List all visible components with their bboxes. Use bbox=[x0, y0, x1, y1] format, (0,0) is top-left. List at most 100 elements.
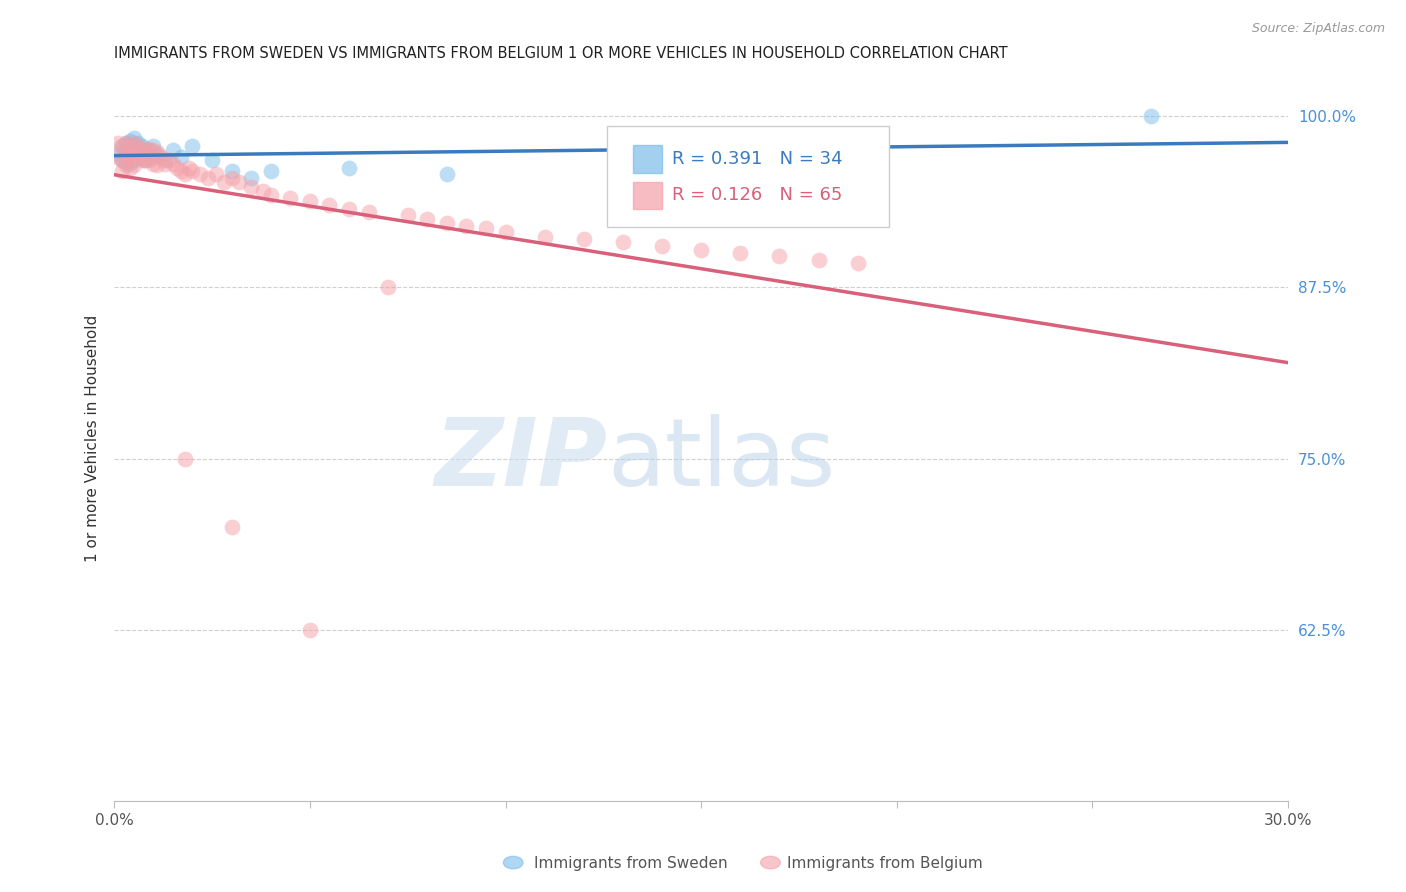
Point bbox=[111, 153, 134, 167]
Point bbox=[416, 211, 439, 226]
Point bbox=[221, 163, 243, 178]
Point bbox=[240, 170, 263, 185]
Point bbox=[205, 167, 228, 181]
Point bbox=[118, 150, 141, 164]
Text: Immigrants from Belgium: Immigrants from Belgium bbox=[787, 856, 983, 871]
Y-axis label: 1 or more Vehicles in Household: 1 or more Vehicles in Household bbox=[86, 314, 100, 562]
Point bbox=[122, 131, 145, 145]
Point bbox=[122, 158, 145, 172]
Point bbox=[131, 142, 153, 156]
Point bbox=[127, 150, 149, 164]
Point bbox=[118, 145, 141, 159]
Point bbox=[166, 161, 188, 175]
Point bbox=[730, 246, 752, 260]
Point bbox=[162, 157, 184, 171]
Point bbox=[115, 136, 138, 151]
Point bbox=[134, 143, 156, 157]
Point bbox=[377, 280, 399, 294]
Point bbox=[197, 170, 219, 185]
Point bbox=[115, 143, 138, 157]
Point bbox=[495, 226, 517, 240]
Point bbox=[111, 163, 134, 178]
Point bbox=[127, 139, 149, 153]
Point bbox=[533, 229, 555, 244]
Point bbox=[122, 153, 145, 167]
Point bbox=[138, 143, 160, 157]
Text: Immigrants from Sweden: Immigrants from Sweden bbox=[534, 856, 728, 871]
Point bbox=[111, 139, 134, 153]
Point bbox=[115, 147, 138, 161]
Point bbox=[357, 205, 380, 219]
Point bbox=[221, 170, 243, 185]
Point bbox=[436, 216, 458, 230]
Point bbox=[122, 147, 145, 161]
Point bbox=[846, 255, 869, 269]
Point bbox=[142, 143, 165, 157]
Point bbox=[572, 232, 595, 246]
Point bbox=[131, 150, 153, 164]
Point bbox=[118, 155, 141, 169]
Point bbox=[134, 153, 156, 167]
Point bbox=[436, 167, 458, 181]
Text: Source: ZipAtlas.com: Source: ZipAtlas.com bbox=[1251, 22, 1385, 36]
Point bbox=[118, 161, 141, 175]
Point bbox=[134, 142, 156, 156]
Point bbox=[122, 136, 145, 151]
Point bbox=[807, 252, 830, 267]
Point bbox=[153, 153, 176, 167]
Point bbox=[111, 139, 134, 153]
Text: IMMIGRANTS FROM SWEDEN VS IMMIGRANTS FROM BELGIUM 1 OR MORE VEHICLES IN HOUSEHOL: IMMIGRANTS FROM SWEDEN VS IMMIGRANTS FRO… bbox=[114, 46, 1008, 62]
Point bbox=[730, 161, 752, 175]
Point bbox=[1140, 109, 1163, 123]
Point bbox=[153, 157, 176, 171]
Point bbox=[173, 451, 195, 466]
Point bbox=[146, 147, 169, 161]
Point bbox=[131, 139, 153, 153]
Point bbox=[138, 153, 160, 167]
Point bbox=[107, 136, 129, 151]
Point bbox=[475, 221, 498, 235]
Point bbox=[142, 139, 165, 153]
Point bbox=[118, 134, 141, 148]
Point bbox=[212, 175, 235, 189]
Point bbox=[146, 158, 169, 172]
Point bbox=[298, 194, 321, 208]
Point bbox=[228, 175, 250, 189]
Text: R = 0.126   N = 65: R = 0.126 N = 65 bbox=[672, 186, 842, 204]
Point bbox=[127, 136, 149, 151]
FancyBboxPatch shape bbox=[607, 126, 889, 227]
Point bbox=[221, 520, 243, 534]
FancyBboxPatch shape bbox=[633, 145, 662, 173]
Point bbox=[768, 249, 790, 263]
Point bbox=[173, 167, 195, 181]
Point bbox=[134, 153, 156, 167]
Point bbox=[260, 188, 283, 202]
Point bbox=[278, 191, 301, 205]
Point bbox=[115, 136, 138, 151]
Point bbox=[337, 161, 360, 175]
Point bbox=[142, 150, 165, 164]
Point bbox=[337, 202, 360, 216]
Point bbox=[170, 150, 193, 164]
Point bbox=[181, 139, 204, 153]
FancyBboxPatch shape bbox=[633, 182, 662, 210]
Point bbox=[107, 150, 129, 164]
Point bbox=[181, 163, 204, 178]
Point bbox=[612, 235, 634, 249]
Text: atlas: atlas bbox=[607, 414, 835, 506]
Point bbox=[170, 163, 193, 178]
Text: ZIP: ZIP bbox=[434, 414, 607, 506]
Point bbox=[162, 143, 184, 157]
Point bbox=[115, 155, 138, 169]
Point bbox=[177, 161, 200, 175]
Point bbox=[456, 219, 478, 233]
Point bbox=[298, 623, 321, 637]
Point bbox=[201, 153, 224, 167]
Point bbox=[260, 163, 283, 178]
Point bbox=[115, 158, 138, 172]
Point bbox=[396, 208, 419, 222]
Point bbox=[188, 167, 211, 181]
Point bbox=[157, 153, 180, 167]
Point bbox=[146, 145, 169, 159]
Point bbox=[142, 157, 165, 171]
